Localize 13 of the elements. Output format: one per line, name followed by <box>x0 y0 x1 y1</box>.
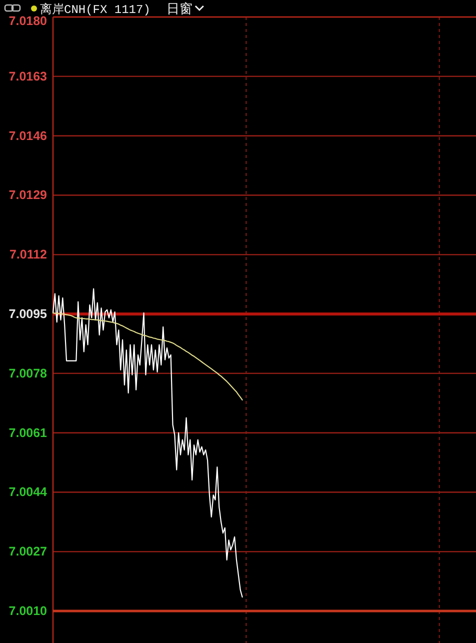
y-tick-label: 7.0027 <box>8 544 48 559</box>
chart-title: 离岸CNH(FX 1117) <box>40 2 150 17</box>
y-tick-label: 7.0044 <box>8 485 48 500</box>
y-tick-label: 7.0078 <box>8 366 48 380</box>
y-tick-label: 7.0146 <box>8 128 48 143</box>
y-tick-label: 7.0010 <box>8 604 48 618</box>
y-tick-label: 7.0112 <box>9 248 48 262</box>
y-tick-label: 7.0180 <box>8 14 48 28</box>
y-tick-label: 7.0095 <box>8 307 48 321</box>
y-tick-label: 7.0163 <box>8 69 48 84</box>
y-tick-label: 7.0061 <box>8 426 48 440</box>
y-tick-label: 7.0129 <box>8 188 48 202</box>
chart-subtitle: 日窗 <box>166 1 192 17</box>
